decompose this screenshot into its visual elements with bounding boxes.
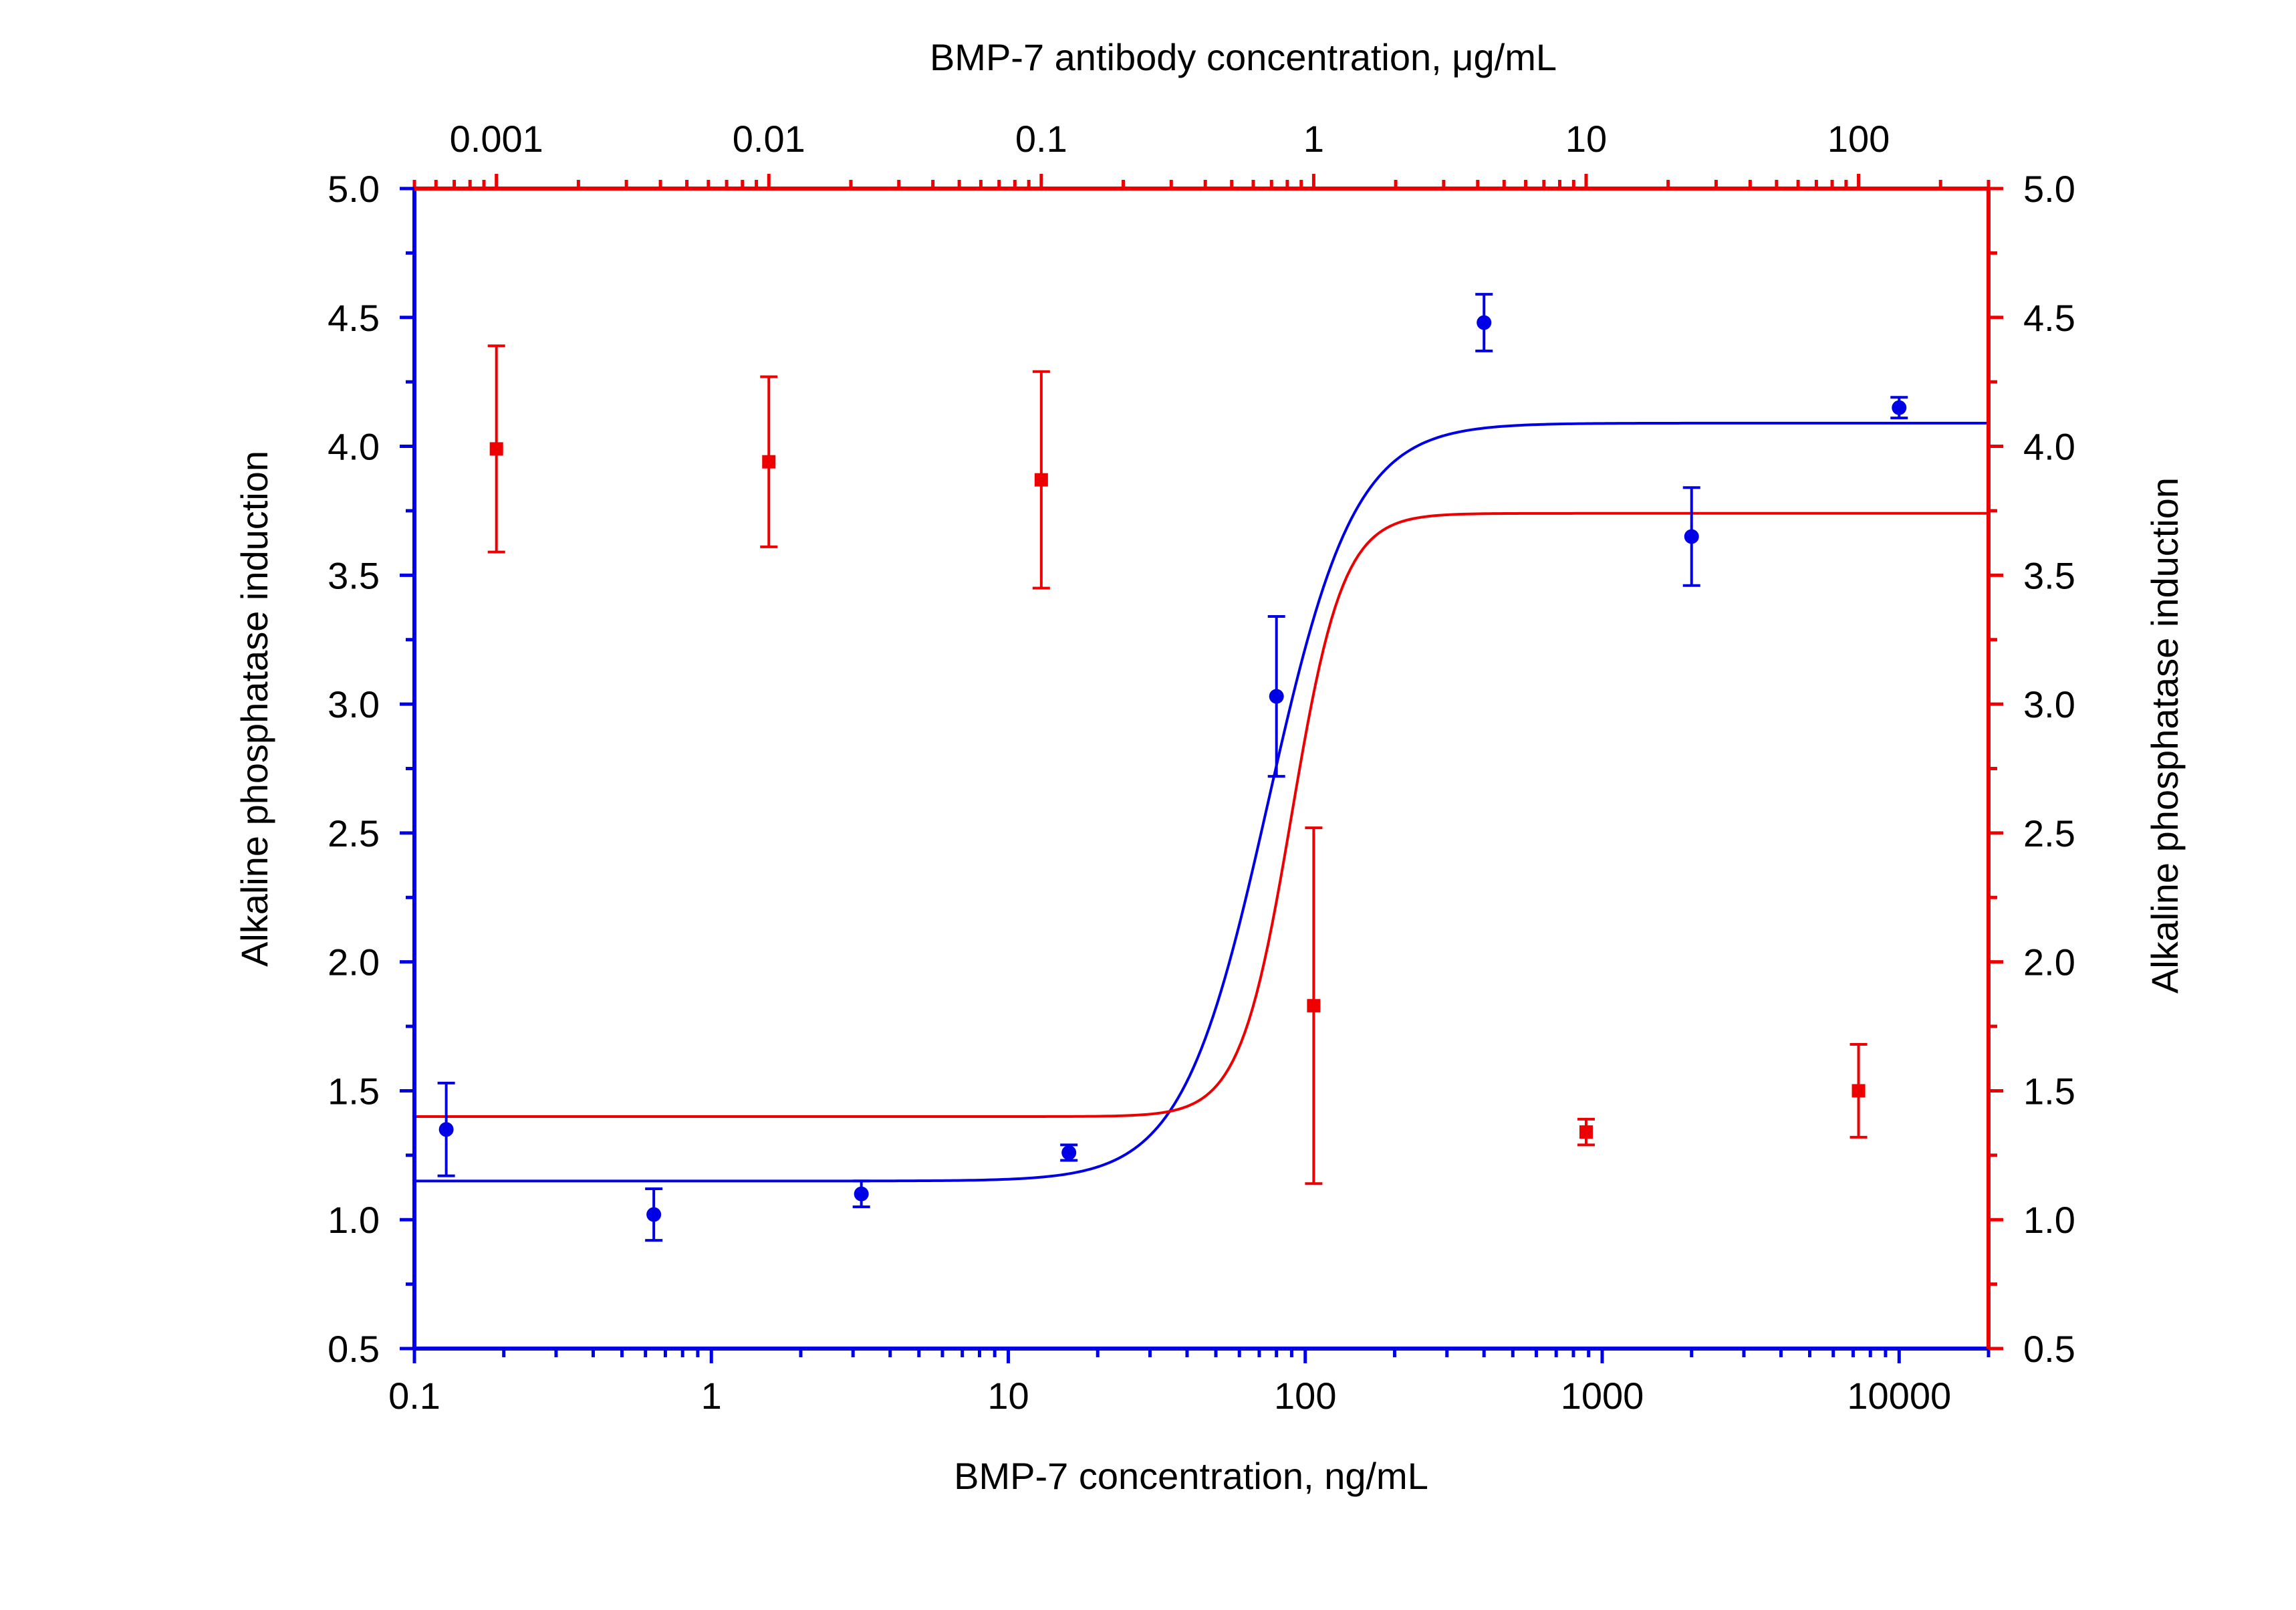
data-point-red (1852, 1084, 1866, 1098)
bottom-tick-label: 0.1 (388, 1375, 440, 1417)
data-point-blue (1892, 400, 1907, 415)
left-tick-label: 3.0 (328, 683, 380, 725)
right-tick-label: 4.5 (2023, 297, 2075, 339)
data-point-red (1034, 473, 1048, 487)
right-tick-label: 1.0 (2023, 1199, 2075, 1241)
left-tick-label: 1.5 (328, 1070, 380, 1112)
top-tick-label: 0.001 (450, 118, 543, 160)
fit-curve-red (414, 511, 1989, 1118)
left-tick-label: 2.5 (328, 812, 380, 854)
data-point-red (762, 455, 776, 469)
bottom-tick-label: 1000 (1561, 1375, 1644, 1417)
left-tick-label: 2.0 (328, 941, 380, 984)
data-point-red (1307, 999, 1321, 1013)
tick-labels: 0.1 1 10 100 1000 10000 0.001 0.01 0.1 1 10 100 0.5 1… (328, 118, 2075, 1417)
left-tick-label: 4.5 (328, 297, 380, 339)
right-axis-title: Alkaline phosphatase induction (2144, 477, 2186, 994)
data-point-blue (1684, 529, 1699, 544)
data-point-red (489, 442, 503, 456)
left-axis-title: Alkaline phosphatase induction (233, 451, 275, 967)
right-tick-label: 1.5 (2023, 1070, 2075, 1112)
bottom-tick-label: 100 (1274, 1375, 1336, 1417)
data-point-blue (1269, 689, 1284, 704)
data-point-red (1579, 1125, 1593, 1139)
data-point-blue (1061, 1145, 1077, 1160)
top-tick-label: 0.1 (1015, 118, 1067, 160)
data-points (437, 293, 1908, 1242)
data-point-blue (646, 1207, 662, 1222)
fit-curve-blue (414, 421, 1989, 1183)
fit-curves (414, 421, 1989, 1183)
bottom-tick-label: 1 (701, 1375, 722, 1417)
top-tick-label: 10 (1565, 118, 1607, 160)
left-tick-label: 1.0 (328, 1199, 380, 1241)
bottom-tick-label: 10000 (1847, 1375, 1951, 1417)
right-tick-label: 3.5 (2023, 554, 2075, 596)
top-tick-label: 100 (1827, 118, 1890, 160)
top-tick-label: 1 (1303, 118, 1324, 160)
right-tick-label: 5.0 (2023, 168, 2075, 210)
right-tick-label: 4.0 (2023, 426, 2075, 468)
top-axis-title: BMP-7 antibody concentration, μg/mL (930, 36, 1557, 78)
data-point-blue (438, 1122, 454, 1137)
bottom-tick-label: 10 (987, 1375, 1029, 1417)
right-tick-label: 0.5 (2023, 1328, 2075, 1370)
data-point-blue (1477, 315, 1492, 330)
right-tick-label: 3.0 (2023, 683, 2075, 725)
right-tick-label: 2.0 (2023, 941, 2075, 984)
left-tick-label: 3.5 (328, 554, 380, 596)
left-tick-label: 0.5 (328, 1328, 380, 1370)
axes (400, 174, 2003, 1363)
right-tick-label: 2.5 (2023, 812, 2075, 854)
top-tick-label: 0.01 (733, 118, 805, 160)
left-tick-label: 4.0 (328, 426, 380, 468)
data-point-blue (854, 1186, 869, 1201)
left-tick-label: 5.0 (328, 168, 380, 210)
bottom-axis-title: BMP-7 concentration, ng/mL (954, 1455, 1428, 1497)
